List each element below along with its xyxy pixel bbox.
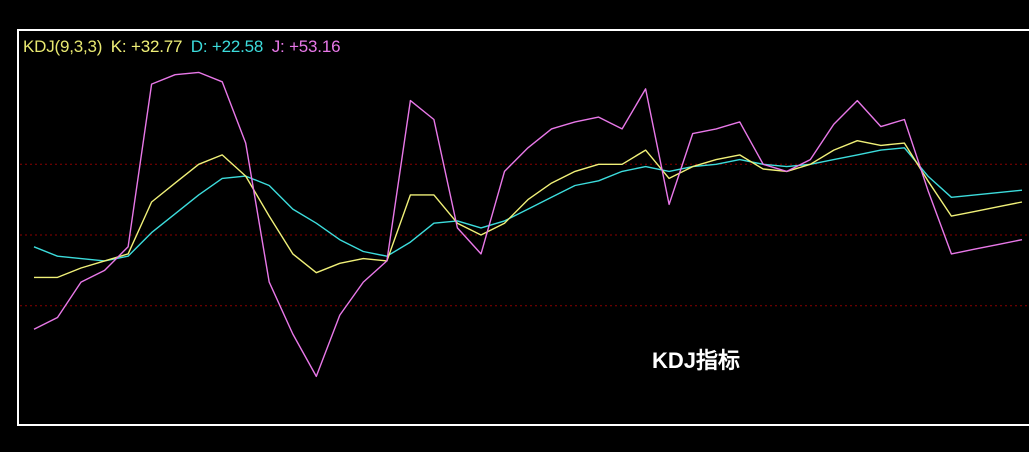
k-value: K: +32.77 [110,37,183,56]
series-lines [33,71,1023,378]
indicator-name: KDJ(9,3,3) [23,37,103,56]
series-line-j [33,71,1023,378]
grid-lines [20,163,1029,307]
chart-caption: KDJ指标 [652,348,741,373]
chart-frame [17,29,1029,426]
series-line-d [33,147,1023,262]
d-value: D: +22.58 [190,37,264,56]
indicator-legend: KDJ(9,3,3) K: +32.77 D: +22.58 J: +53.16 [23,37,344,57]
series-line-k [34,139,1023,279]
j-value: J: +53.16 [271,37,341,56]
